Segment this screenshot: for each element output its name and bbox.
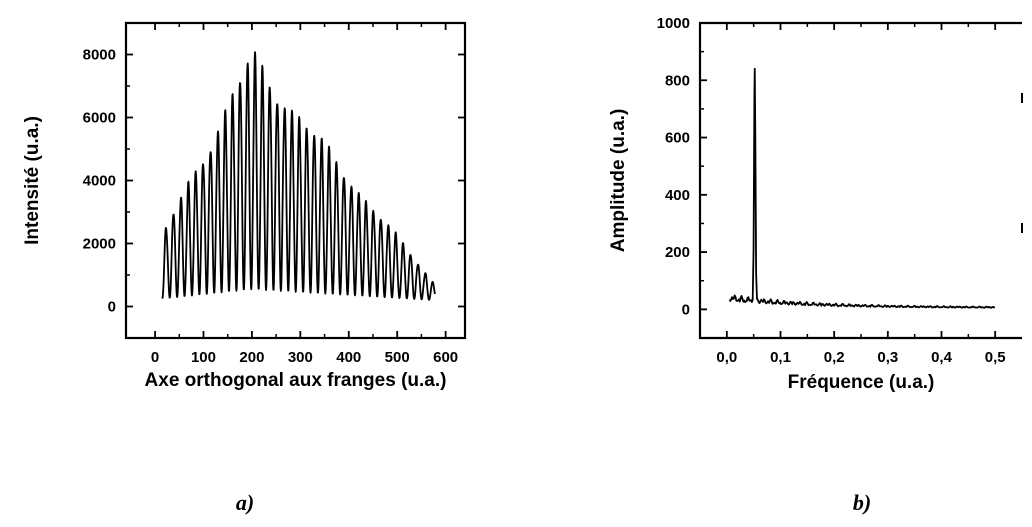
y-tick-label: 8000 xyxy=(83,47,116,64)
x-tick-label: 500 xyxy=(385,349,410,366)
y-tick-label: 200 xyxy=(665,244,690,261)
x-axis-title: Fréquence (u.a.) xyxy=(788,372,935,393)
y-tick-label: 0 xyxy=(682,301,690,318)
y-tick-label: 6000 xyxy=(83,110,116,127)
x-tick-label: 200 xyxy=(239,349,264,366)
y-tick-label: 1000 xyxy=(657,15,690,32)
figure-caption: b) xyxy=(853,490,871,515)
chart-fourier-spectrum: 0,0 0,1 0,2 0,3 0,4 0,5 0 200 400 600 800 1000 Fréqu… xyxy=(608,15,1023,515)
x-tick-label: 100 xyxy=(191,349,216,366)
x-tick-label: 0,2 xyxy=(824,349,845,366)
y-tick-label: 400 xyxy=(665,187,690,204)
figure-caption: a) xyxy=(236,490,254,515)
series-line-amplitude xyxy=(728,67,996,309)
series-line-intensity xyxy=(161,51,436,301)
x-axis-title: Axe orthogonal aux franges (u.a.) xyxy=(145,370,447,391)
x-tick-label: 300 xyxy=(288,349,313,366)
y-tick-label: 2000 xyxy=(83,236,116,253)
x-tick-label: 0,1 xyxy=(770,349,791,366)
x-tick-label: 0,0 xyxy=(716,349,737,366)
x-tick-label: 0,3 xyxy=(877,349,898,366)
y-axis-title: Intensité (u.a.) xyxy=(22,116,43,245)
x-tick-label: 0,4 xyxy=(931,349,953,366)
y-tick-label: 4000 xyxy=(83,173,116,190)
plot-frame xyxy=(698,21,1022,340)
x-tick-label: 400 xyxy=(336,349,361,366)
x-tick-label: 600 xyxy=(433,349,458,366)
y-axis-title: Amplitude (u.a.) xyxy=(608,109,629,253)
y-tick-label: 800 xyxy=(665,72,690,89)
x-tick-label: 0,5 xyxy=(985,349,1006,366)
x-tick-label: 0 xyxy=(151,349,159,366)
chart-intensity-fringes: 0 100 200 300 400 500 60002000400060008000Axe … xyxy=(22,21,467,515)
y-tick-label: 600 xyxy=(665,130,690,147)
y-tick-label: 0 xyxy=(108,299,116,316)
